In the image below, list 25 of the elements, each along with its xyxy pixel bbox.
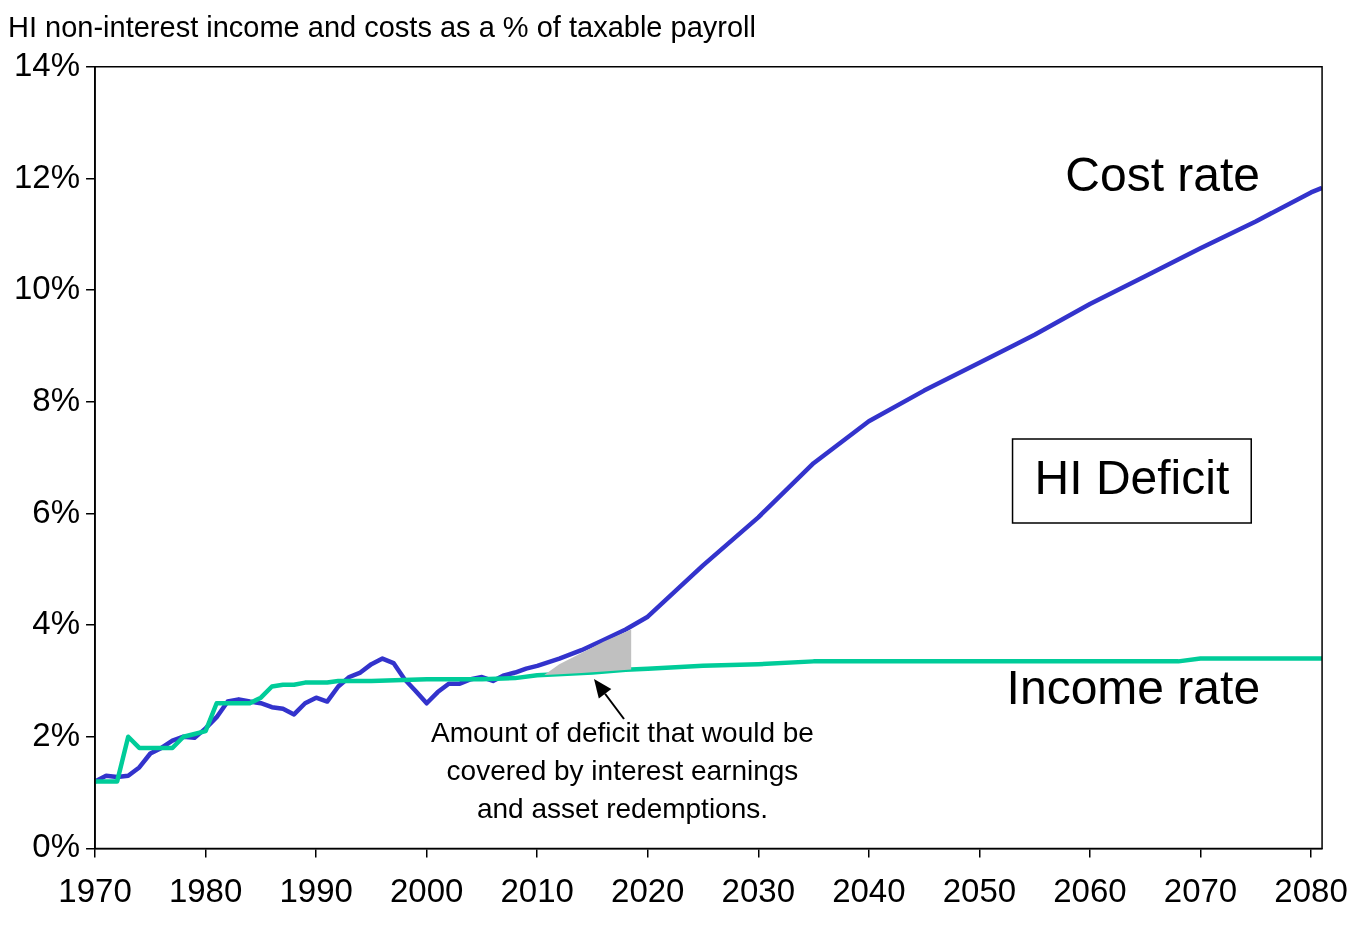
x-tick-label: 2020 — [611, 872, 685, 910]
y-tick-label: 0% — [32, 827, 81, 865]
annotation: Amount of deficit that would be covered by interest earnings and asset redemptions. — [431, 717, 814, 825]
x-tick-label: 2040 — [832, 872, 906, 910]
y-tick-label: 10% — [13, 269, 81, 307]
x-tick-label: 2030 — [721, 872, 796, 910]
x-tick-label: 1990 — [279, 872, 353, 910]
x-tick-label: 2080 — [1274, 872, 1348, 910]
x-tick-label: 2050 — [942, 872, 1017, 910]
y-tick-label: 4% — [32, 604, 81, 642]
y-tick-label: 14% — [13, 45, 81, 83]
y-tick-label: 2% — [32, 715, 81, 753]
y-tick-label: 6% — [32, 492, 81, 530]
series-label: Income rate — [1006, 660, 1261, 714]
chart-title: HI non-interest income and costs as a % of taxable payroll — [8, 11, 756, 44]
x-tick-label: 2010 — [500, 872, 574, 910]
x-tick-label: 2000 — [389, 872, 464, 910]
x-tick-label: 2060 — [1053, 872, 1127, 910]
x-tick-label: 1980 — [168, 872, 243, 910]
x-tick-label: 1970 — [58, 872, 132, 910]
annotation: HI Deficit — [1034, 451, 1230, 505]
x-tick-label: 2070 — [1163, 872, 1238, 910]
y-tick-label: 8% — [32, 380, 81, 418]
series-label: Cost rate — [1065, 148, 1261, 202]
y-tick-label: 12% — [13, 157, 81, 195]
